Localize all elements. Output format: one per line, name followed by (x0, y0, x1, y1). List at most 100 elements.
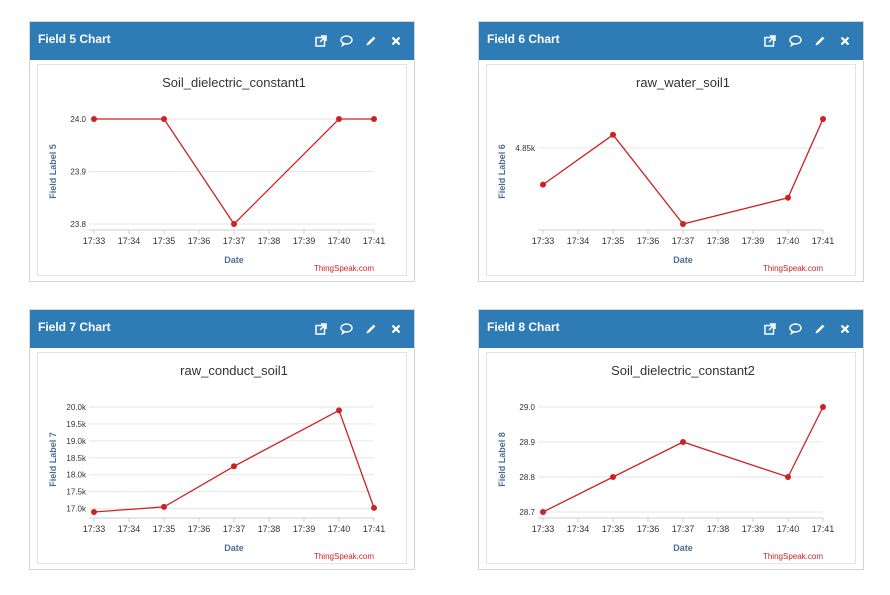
y-tick-label: 17.0k (66, 505, 87, 514)
y-axis-label: Field Label 5 (48, 144, 58, 199)
comment-icon[interactable] (787, 33, 803, 49)
y-tick-label: 23.9 (70, 168, 86, 177)
y-axis-label: Field Label 7 (48, 432, 58, 487)
close-icon[interactable] (837, 321, 853, 337)
pencil-icon[interactable] (363, 33, 379, 49)
external-link-icon[interactable] (762, 321, 778, 337)
panel-tools (313, 31, 404, 51)
x-tick-label: 17:39 (742, 236, 765, 246)
line-chart: 23.8 23.9 24.0 17:33 17:34 17:35 17:36 17:37 17:… (48, 75, 386, 273)
chart-area: 4.85k 17:33 17:34 17:35 17:36 17:37 17:38 17:39… (486, 64, 856, 276)
data-point (610, 131, 616, 138)
x-tick-label: 17:34 (567, 524, 590, 534)
data-point (371, 504, 377, 511)
x-tick-label: 17:37 (672, 236, 695, 246)
close-icon[interactable] (837, 33, 853, 49)
x-tick-label: 17:35 (602, 236, 625, 246)
x-tick-label: 17:40 (328, 524, 351, 534)
x-tick-label: 17:34 (567, 236, 590, 246)
x-tick-label: 17:36 (188, 524, 211, 534)
x-tick-label: 17:38 (258, 236, 281, 246)
panel-header: Field 7 Chart (30, 310, 414, 348)
y-tick-label: 28.9 (519, 438, 535, 447)
panel-title: Field 5 Chart (38, 32, 111, 46)
x-tick-label: 17:36 (637, 236, 660, 246)
x-tick-label: 17:40 (777, 236, 800, 246)
panel-title: Field 8 Chart (487, 320, 560, 334)
x-tick-label: 17:41 (363, 236, 386, 246)
x-tick-label: 17:39 (293, 236, 316, 246)
panel-title: Field 6 Chart (487, 32, 560, 46)
series-line (542, 118, 824, 225)
pencil-icon[interactable] (363, 321, 379, 337)
x-tick-label: 17:37 (223, 236, 246, 246)
data-point (371, 116, 377, 122)
y-tick-label: 20.0k (66, 403, 87, 412)
comment-icon[interactable] (338, 321, 354, 337)
data-point (680, 439, 686, 445)
x-tick-label: 17:34 (118, 236, 141, 246)
x-tick-label: 17:38 (707, 236, 730, 246)
data-point (820, 116, 826, 122)
x-tick-label: 17:36 (188, 236, 211, 246)
data-point (336, 116, 342, 122)
comment-icon[interactable] (787, 321, 803, 337)
x-tick-label: 17:33 (532, 236, 555, 246)
chart-panel-field-7: Field 7 Chart 17.0k 17.5k 18.0k 18.5k 19.0k 1… (29, 309, 415, 570)
panel-tools (762, 31, 853, 51)
chart-panel-field-6: Field 6 Chart 4.85k 17:33 17:34 17:35 17:36 1… (478, 21, 864, 282)
line-chart: 4.85k 17:33 17:34 17:35 17:36 17:37 17:38 17:39… (497, 75, 835, 273)
chart-panel-field-5: Field 5 Chart 23.8 23.9 24.0 17:33 17:34 17:3… (29, 21, 415, 282)
close-icon[interactable] (388, 33, 404, 49)
chart-area: 17.0k 17.5k 18.0k 18.5k 19.0k 19.5k 20.0k 17:33… (37, 352, 407, 564)
y-tick-label: 19.5k (66, 420, 87, 429)
x-axis-label: Date (673, 543, 693, 553)
x-tick-label: 17:38 (707, 524, 730, 534)
credits-link: ThingSpeak.com (763, 264, 823, 273)
data-point (785, 194, 791, 201)
external-link-icon[interactable] (762, 33, 778, 49)
line-chart: 17.0k 17.5k 18.0k 18.5k 19.0k 19.5k 20.0k 17:33… (48, 363, 386, 561)
data-point (161, 503, 167, 510)
data-point (540, 509, 546, 515)
data-point (161, 116, 167, 122)
chart-area: 23.8 23.9 24.0 17:33 17:34 17:35 17:36 17:37 17:… (37, 64, 407, 276)
x-tick-label: 17:36 (637, 524, 660, 534)
chart-title: raw_conduct_soil1 (180, 363, 288, 378)
external-link-icon[interactable] (313, 33, 329, 49)
line-chart: 28.7 28.8 28.9 29.0 17:33 17:34 17:35 17:36 17:3… (497, 363, 835, 561)
y-tick-label: 23.8 (70, 220, 86, 229)
close-icon[interactable] (388, 321, 404, 337)
x-tick-label: 17:41 (363, 524, 386, 534)
x-tick-label: 17:33 (532, 524, 555, 534)
pencil-icon[interactable] (812, 321, 828, 337)
credits-link: ThingSpeak.com (314, 552, 374, 561)
chart-title: Soil_dielectric_constant1 (162, 75, 306, 90)
x-tick-label: 17:40 (777, 524, 800, 534)
x-tick-label: 17:41 (812, 236, 835, 246)
comment-icon[interactable] (338, 33, 354, 49)
data-point (610, 474, 616, 480)
x-tick-label: 17:41 (812, 524, 835, 534)
chart-area: 28.7 28.8 28.9 29.0 17:33 17:34 17:35 17:36 17:3… (486, 352, 856, 564)
panel-tools (762, 319, 853, 339)
x-tick-label: 17:37 (672, 524, 695, 534)
panel-title: Field 7 Chart (38, 320, 111, 334)
external-link-icon[interactable] (313, 321, 329, 337)
y-tick-label: 29.0 (519, 403, 535, 412)
panel-header: Field 6 Chart (479, 22, 863, 60)
y-tick-label: 28.8 (519, 473, 535, 482)
x-tick-label: 17:33 (83, 236, 106, 246)
data-point (785, 474, 791, 480)
y-tick-label: 4.85k (515, 144, 536, 153)
data-point (540, 181, 546, 188)
pencil-icon[interactable] (812, 33, 828, 49)
x-tick-label: 17:39 (742, 524, 765, 534)
panel-header: Field 5 Chart (30, 22, 414, 60)
x-tick-label: 17:35 (153, 524, 176, 534)
y-axis-label: Field Label 6 (497, 144, 507, 199)
data-point (91, 509, 97, 515)
series-line (542, 406, 824, 513)
x-tick-label: 17:35 (602, 524, 625, 534)
y-tick-label: 19.0k (66, 437, 87, 446)
